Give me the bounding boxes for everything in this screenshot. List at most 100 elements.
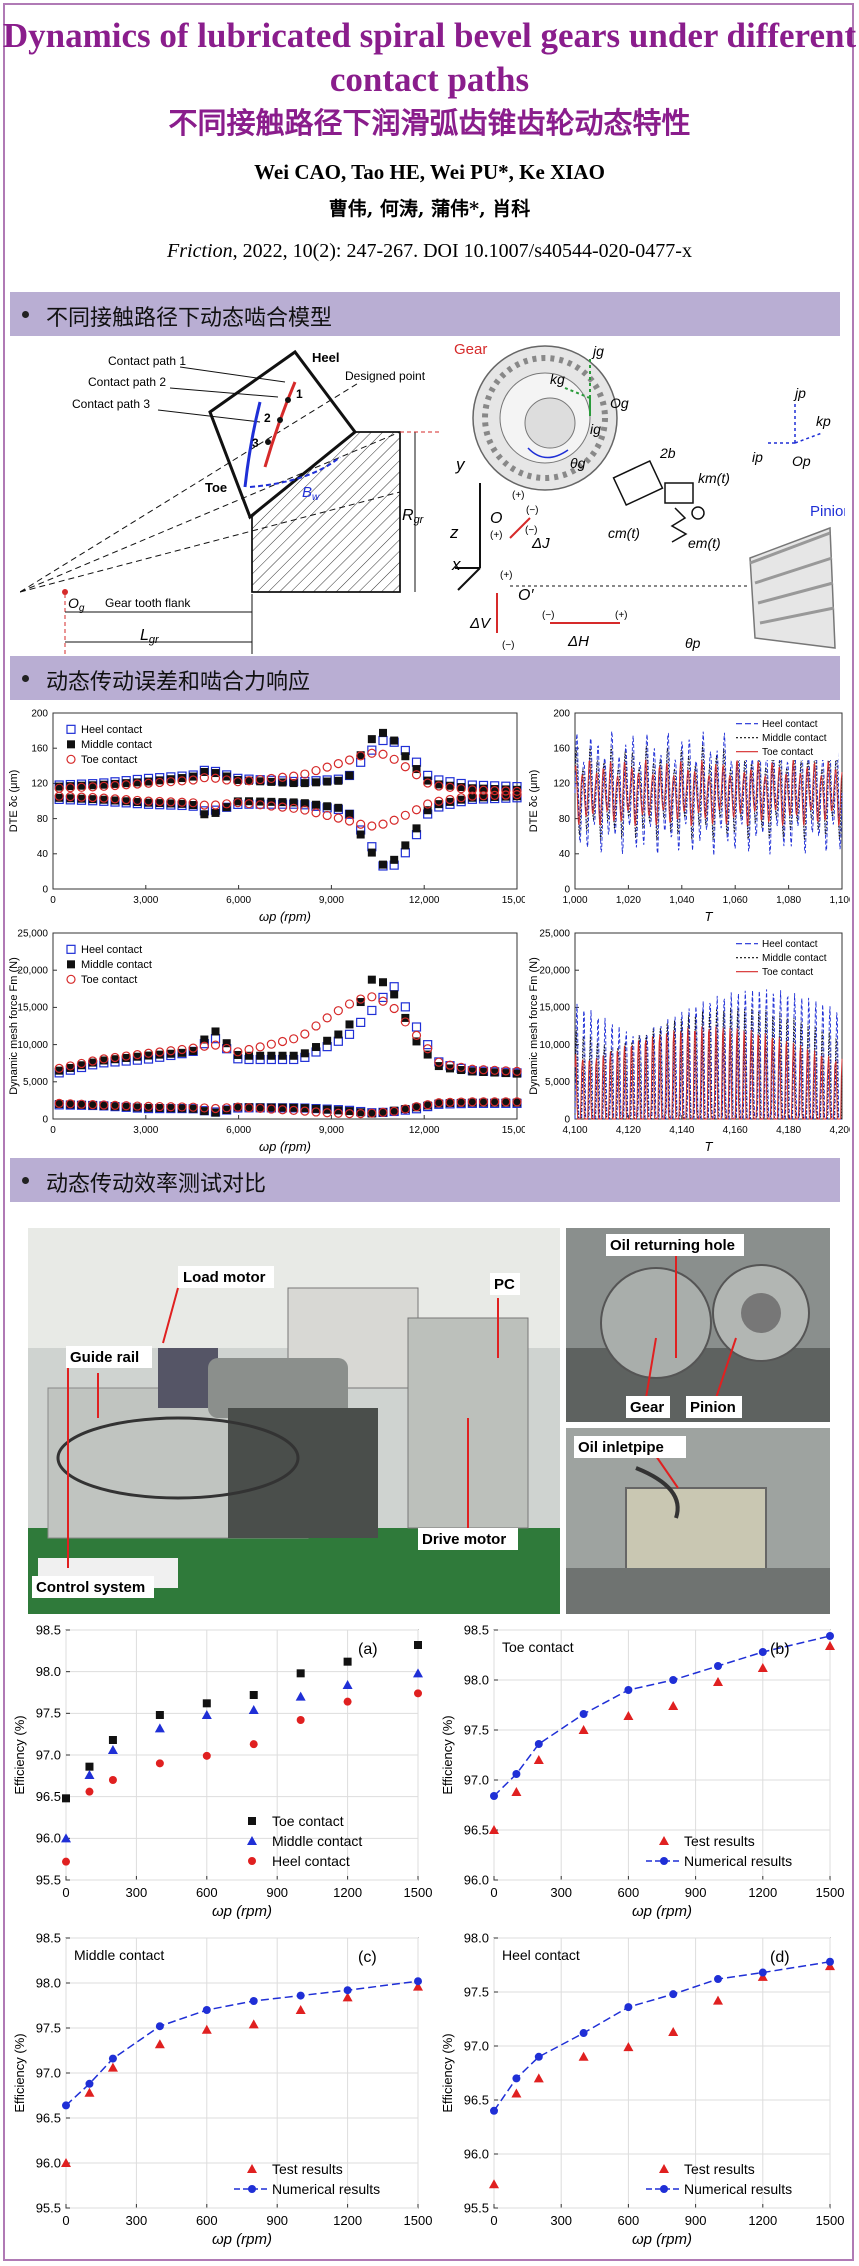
x-tick-label: 6,000 [226,1125,251,1136]
y-tick-label: 96.5 [36,2110,61,2125]
data-point [249,1740,258,1749]
data-point [334,776,343,785]
data-point [456,784,466,794]
data-point [345,809,354,818]
data-point [266,773,276,784]
chart-force-vs-speed: 0 3,000 6,000 9,000 12,000 15,000 0 5,000 10,000… [8,928,525,1154]
x-tick-label: 1500 [816,1885,845,1900]
contact-point [285,397,291,403]
data-point [65,1061,75,1071]
data-point [296,1716,305,1724]
x-axis-label: ωp (rpm) [212,1903,272,1920]
data-point [512,1066,522,1076]
blue-arc [249,456,341,488]
data-point [623,1711,634,1720]
x-tick-label: 1500 [816,2213,845,2228]
data-point [55,782,64,791]
data-point [133,798,142,807]
data-point [490,1065,500,1075]
y-axis-label: Efficiency (%) [12,1715,27,1794]
data-point [334,803,343,812]
data-point [434,800,443,809]
data-point [248,1705,259,1714]
data-point [490,792,499,801]
data-point [513,1069,521,1078]
data-point [533,1755,544,1764]
data-point [534,1740,543,1748]
label-dv: ΔV [469,615,492,632]
data-point [143,778,154,788]
data-point [62,1857,70,1866]
label-oil-returning-hole: Oil returning hole [610,1237,735,1254]
tooth-lower-outline [247,431,401,593]
label-contact-path-3: Contact path 3 [72,397,150,411]
data-point [312,1104,321,1113]
chart-efficiency-c: 0 300 600 900 1200 1500 95.5 96.0 96.5 97.0 97.5 98… [12,1930,432,2248]
legend-label: Middle contact [81,959,152,971]
data-point [177,797,187,807]
data-point [411,1102,422,1112]
data-point [446,797,455,806]
y-tick-label: 95.5 [36,1872,61,1887]
data-point [110,794,120,804]
data-point [200,810,209,819]
data-point [133,778,142,787]
data-point [390,1106,399,1115]
data-point [423,799,433,809]
data-point [300,1029,310,1039]
data-point [99,1100,109,1110]
data-point [478,1065,489,1075]
data-point [400,1002,410,1012]
data-point [245,1103,254,1112]
y-tick-label: 20,000 [539,966,570,977]
data-point [378,1107,388,1117]
data-point [456,1062,466,1072]
contact-point [277,417,283,423]
data-point [343,1657,352,1666]
data-point [111,796,120,805]
theta-g-arrow [527,447,569,459]
data-point [579,2029,588,2038]
y-tick-label: 98.5 [464,1622,489,1637]
data-point [121,780,131,790]
label-gear: Gear [630,1399,664,1416]
data-point [76,782,87,792]
data-point [489,1825,499,1834]
arrow-load-motor [162,1287,179,1344]
data-point [233,775,242,784]
data-point [110,1100,120,1110]
data-point [445,794,455,805]
data-point [277,1036,288,1047]
data-point [379,1108,388,1117]
data-point [289,1105,299,1116]
data-point [188,1102,198,1112]
label-og: Og [68,595,85,614]
data-point [389,1106,399,1116]
panel-label: (d) [770,1949,790,1966]
y-tick-label: 15,000 [17,1003,48,1014]
x-tick-label: 1200 [748,1885,777,1900]
data-point [245,776,254,785]
data-point [122,1053,131,1062]
legend-marker [67,960,75,969]
data-point [414,1689,422,1698]
x-tick-label: 1,080 [776,895,801,906]
data-point [434,1057,444,1067]
data-point [390,736,399,745]
x-tick-label: 4,160 [723,1125,748,1136]
data-point [714,1662,722,1670]
y-tick-label: 97.5 [464,1722,489,1737]
data-point [55,1066,64,1075]
data-point [367,992,377,1002]
oil-inlet-photo: Oil inletpipe [566,1428,830,1614]
data-point [76,1058,87,1069]
data-point [85,1762,94,1771]
data-point [401,752,410,761]
authors-english: Wei CAO, Tao HE, Wei PU*, Ke XIAO [254,160,605,184]
data-point [411,1030,422,1040]
y-tick-label: 5,000 [23,1077,48,1088]
contact-path-3 [243,401,262,488]
data-point [277,1105,288,1115]
data-point [289,1051,298,1060]
data-point [501,1069,510,1078]
